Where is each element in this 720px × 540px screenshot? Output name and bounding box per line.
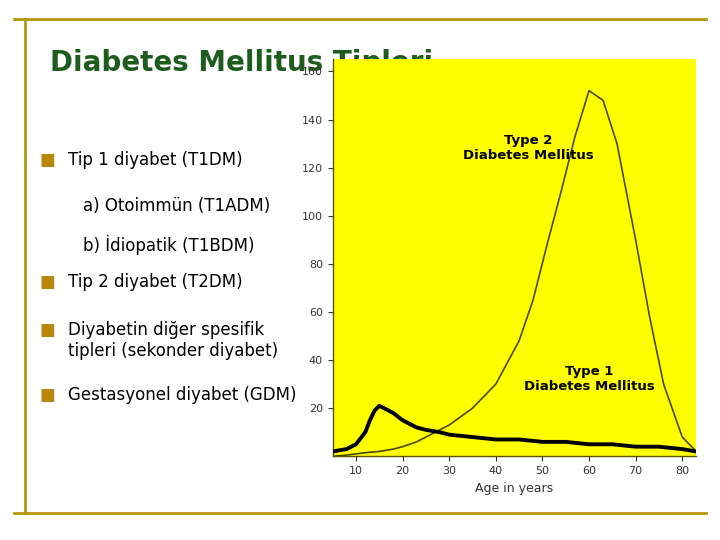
Text: Diabetes Mellitus Tipleri: Diabetes Mellitus Tipleri: [50, 49, 433, 77]
Text: b) İdiopatik (T1BDM): b) İdiopatik (T1BDM): [83, 235, 254, 255]
Text: Type 1
Diabetes Mellitus: Type 1 Diabetes Mellitus: [523, 366, 654, 393]
Text: a) Otoimmün (T1ADM): a) Otoimmün (T1ADM): [83, 197, 270, 215]
Text: Type 2
Diabetes Mellitus: Type 2 Diabetes Mellitus: [463, 134, 594, 163]
Text: ■: ■: [40, 151, 55, 169]
Text: Tip 2 diyabet (T2DM): Tip 2 diyabet (T2DM): [68, 273, 243, 291]
X-axis label: Age in years: Age in years: [475, 482, 554, 495]
Text: ■: ■: [40, 273, 55, 291]
Text: Diyabetin diğer spesifik
tipleri (sekonder diyabet): Diyabetin diğer spesifik tipleri (sekond…: [68, 321, 279, 360]
Text: Tip 1 diyabet (T1DM): Tip 1 diyabet (T1DM): [68, 151, 243, 169]
Text: Gestasyonel diyabet (GDM): Gestasyonel diyabet (GDM): [68, 386, 297, 404]
Text: ■: ■: [40, 321, 55, 339]
Text: ■: ■: [40, 386, 55, 404]
